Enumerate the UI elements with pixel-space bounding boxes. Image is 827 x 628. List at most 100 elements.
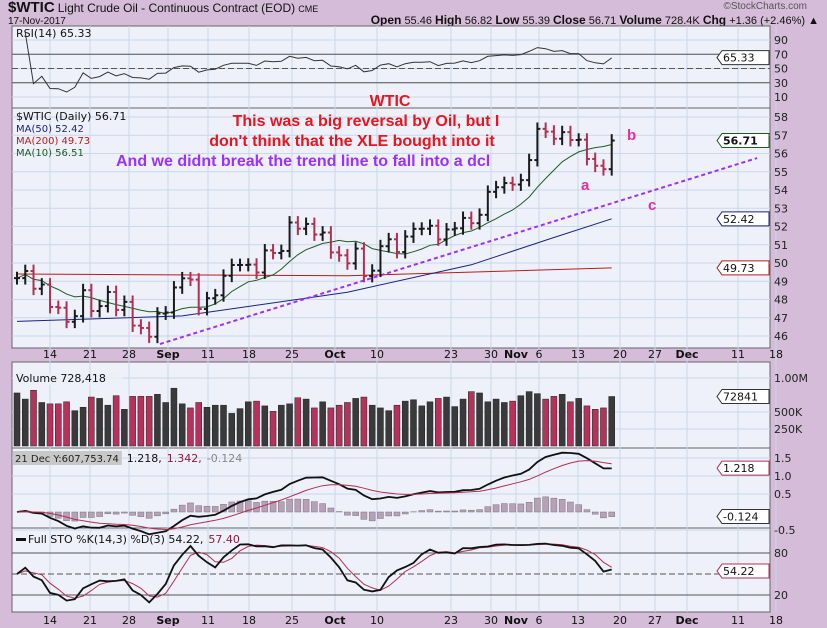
macd-histogram-bar (294, 498, 302, 513)
macd-histogram-bar (319, 503, 326, 513)
date-tick-label: 20 (613, 348, 627, 361)
low-value: 55.39 (522, 15, 550, 27)
volume-bar (501, 402, 508, 447)
volume-bar (459, 398, 467, 447)
macd-signal-value: 1.342, (167, 452, 202, 465)
sto-d-value: 57.40 (208, 533, 240, 546)
volume-bar (170, 387, 178, 447)
price-bar (501, 176, 508, 194)
volume-header-label: Volume (619, 13, 662, 27)
date-tick-label: 21 (83, 614, 97, 627)
macd-histogram-bar (435, 510, 442, 513)
volume-tick-label: 250K (774, 423, 803, 436)
macd-histogram-bar (154, 511, 161, 517)
macd-histogram-bar (352, 511, 359, 516)
symbol: $WTIC (8, 0, 55, 16)
macd-histogram-bar (583, 509, 591, 513)
price-bar (71, 309, 78, 329)
volume-bar (385, 410, 392, 447)
date-tick-label: Sep (156, 348, 179, 361)
volume-bar (575, 398, 582, 447)
date-tick-label: 23 (444, 614, 458, 627)
volume-bar (178, 403, 186, 447)
volume-bar (203, 406, 211, 447)
price-bar (179, 271, 186, 294)
stockcharts-credit: ©StockCharts.com (723, 1, 807, 12)
rsi-tick-label: 70 (774, 48, 788, 61)
annotation-line3: And we didnt break the trend line to fal… (116, 153, 490, 170)
sto-value-tag-box (716, 563, 770, 579)
volume-label-bg (13, 373, 123, 385)
volume-bar (435, 398, 442, 447)
price-bar (88, 283, 95, 318)
price-bar (294, 216, 301, 236)
volume-bar (327, 407, 335, 447)
price-bar (427, 219, 433, 236)
price-bar (493, 180, 500, 199)
volume-bar (352, 398, 359, 447)
volume-bar (195, 402, 202, 447)
price-bar (137, 319, 144, 335)
volume-bar (311, 407, 318, 447)
volume-bar (145, 396, 153, 447)
price-bar (336, 246, 343, 262)
price-bar (344, 248, 351, 270)
macd-tick-label: 1.5 (774, 452, 792, 465)
volume-bar (393, 404, 401, 447)
macd-histogram-bar (88, 511, 95, 518)
high-label: High (435, 13, 462, 27)
date-tick-label: 11 (201, 348, 215, 361)
volume-bar (187, 407, 194, 447)
volume-bar (261, 405, 269, 447)
macd-histogram-bar (401, 511, 409, 515)
up-arrow-icon: ▲ (808, 15, 819, 27)
macd-histogram-bar (517, 503, 525, 513)
date-tick-label: 6 (536, 614, 543, 627)
volume-bar (154, 394, 161, 447)
price-panel (11, 107, 771, 349)
price-bar (369, 264, 376, 283)
sto-panel (11, 527, 771, 613)
macd-histogram-bar (368, 511, 376, 522)
volume-bar (509, 400, 516, 447)
annotation-line2: don't think that the XLE bought into it (209, 133, 495, 150)
macd-histogram-bar (542, 496, 549, 513)
price-bar (385, 232, 392, 253)
close-label: Close (553, 13, 586, 27)
annotation-title: WTIC (370, 93, 411, 110)
ma200-value-tag: 49.73 (723, 262, 755, 275)
volume-bar (112, 395, 120, 447)
price-bar (526, 153, 533, 187)
price-bar (30, 264, 37, 296)
macd-histogram-bar (261, 500, 269, 513)
price-bar (410, 222, 417, 243)
price-bar (212, 288, 219, 305)
price-bar (517, 173, 524, 191)
open-label: Open (370, 13, 402, 27)
sto-tick-label: 20 (774, 589, 788, 602)
high-value: 56.82 (464, 15, 493, 27)
macd-histogram-bar (195, 505, 202, 513)
date-tick-label: 23 (444, 348, 458, 361)
macd-histogram-bar (129, 511, 136, 516)
macd-histogram-bar (567, 501, 574, 513)
volume-bar (38, 402, 46, 447)
rsi-value-tag: 65.33 (723, 52, 755, 65)
volume-bar (443, 396, 450, 447)
price-bar (154, 307, 161, 344)
date-tick-label: 20 (613, 614, 627, 627)
volume-bar (137, 396, 145, 447)
price-tick-label: 49 (774, 275, 788, 288)
date-tick-label: 25 (285, 348, 299, 361)
macd-hist-value-tag-box (716, 508, 770, 524)
rsi-label: RSI(14) 65.33 (16, 27, 91, 40)
macd-histogram-bar (509, 503, 516, 513)
date-tick-label: 13 (571, 614, 585, 627)
macd-histogram-bar (71, 511, 79, 522)
macd-histogram-bar (162, 511, 169, 515)
date-tick-label: 18 (769, 614, 783, 627)
price-tick-label: 54 (774, 184, 788, 197)
sto-k-line (16, 542, 612, 604)
price-bar (187, 271, 194, 286)
date-tick-label: 18 (242, 614, 256, 627)
